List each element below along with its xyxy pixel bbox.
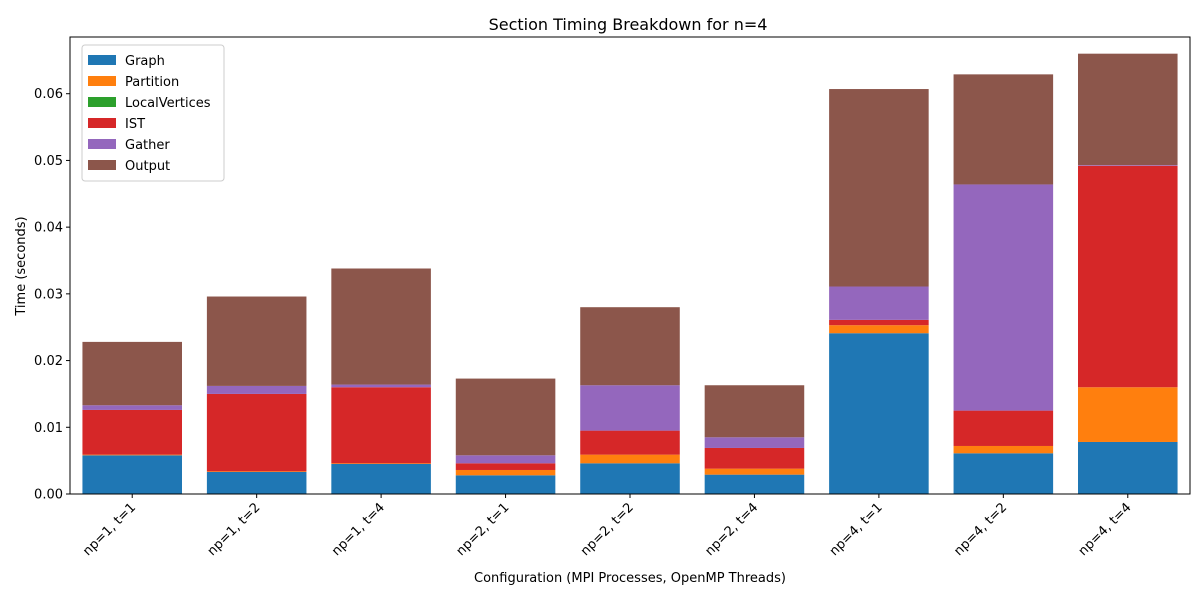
legend-label-partition: Partition [125,75,179,90]
bar-gather-2 [206,385,307,394]
y-axis-title: Time (seconds) [14,216,29,316]
x-tick-label: np=1, t=2 [205,500,264,559]
legend-swatch-output [88,160,116,170]
x-tick-label: np=4, t=4 [1076,500,1135,559]
bar-ist-9 [1078,165,1178,388]
bar-ist-4 [455,463,556,470]
bar-output-7 [829,89,929,287]
bar-graph-9 [1078,441,1178,494]
bar-graph-7 [829,333,929,494]
legend-swatch-localvertices [88,97,116,107]
bar-graph-5 [580,463,680,494]
y-tick-label: 0.04 [34,221,63,236]
x-tick-label: np=1, t=1 [80,500,139,559]
bar-output-1 [82,341,182,406]
bar-gather-9 [1078,165,1178,166]
bar-ist-3 [331,387,431,464]
y-tick-label: 0.00 [34,488,63,503]
x-tick-label: np=4, t=1 [827,500,886,559]
bar-ist-5 [580,430,680,455]
bar-partition-2 [206,471,307,472]
bar-gather-8 [953,184,1054,411]
legend-label-output: Output [125,159,170,174]
legend: Graph Partition LocalVertices IST Gather Outp… [81,44,225,182]
bar-ist-7 [829,319,929,326]
y-tick-label: 0.05 [34,154,63,169]
bar-partition-8 [953,445,1054,454]
chart-title: Section Timing Breakdown for n=4 [489,15,768,34]
bar-gather-3 [331,384,431,388]
x-tick-label: np=2, t=2 [578,500,637,559]
bar-ist-6 [704,447,805,469]
bar-graph-3 [331,463,431,494]
bar-gather-4 [455,455,556,464]
bar-output-5 [580,307,680,386]
bar-ist-8 [953,410,1054,446]
bar-partition-5 [580,454,680,464]
bar-output-6 [704,385,805,438]
bar-gather-7 [829,286,929,320]
legend-swatch-graph [88,55,116,65]
legend-swatch-gather [88,139,116,149]
bar-graph-2 [206,471,307,494]
bar-partition-1 [82,454,182,456]
x-axis-title: Configuration (MPI Processes, OpenMP Thr… [474,571,786,586]
bar-partition-4 [455,469,556,476]
legend-label-graph: Graph [125,54,165,69]
legend-label-gather: Gather [125,138,170,153]
axes-frame [69,36,1191,495]
bar-ist-1 [82,409,182,455]
legend-label-ist: IST [125,117,145,132]
bar-gather-5 [580,385,680,431]
bar-graph-6 [704,474,805,494]
legend-swatch-partition [88,76,116,86]
bar-graph-1 [82,455,182,494]
bar-ist-2 [206,393,307,472]
bar-graph-8 [953,453,1054,494]
x-tick-label: np=2, t=1 [454,500,513,559]
bar-partition-9 [1078,387,1178,442]
bar-output-3 [331,268,431,385]
legend-label-localvertices: LocalVertices [125,96,211,111]
bar-partition-6 [704,468,805,475]
bar-output-8 [953,74,1054,185]
legend-swatch-ist [88,118,116,128]
y-tick-label: 0.02 [34,354,63,369]
legend-box [81,44,225,182]
y-tick-label: 0.03 [34,287,63,302]
bar-output-9 [1078,53,1178,166]
bar-graph-4 [455,475,556,494]
bar-partition-7 [829,325,929,334]
bar-gather-1 [82,405,182,410]
bar-output-4 [455,378,556,456]
y-tick-label: 0.01 [34,421,63,436]
bar-partition-3 [331,463,431,464]
y-tick-label: 0.06 [34,87,63,102]
bar-gather-6 [704,437,805,448]
bar-output-2 [206,296,307,386]
x-tick-label: np=1, t=4 [329,500,388,559]
x-tick-label: np=4, t=2 [951,500,1010,559]
x-tick-label: np=2, t=4 [702,500,761,559]
